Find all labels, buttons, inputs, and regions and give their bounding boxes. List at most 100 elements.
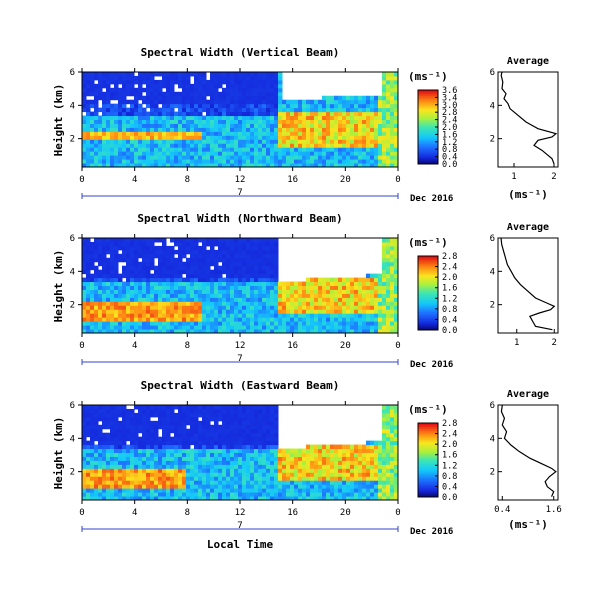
heatmap-cell (354, 313, 359, 318)
heatmap-cell (234, 297, 239, 302)
heatmap-cell (302, 135, 307, 140)
heatmap-cell (146, 99, 151, 105)
heatmap-cell (166, 265, 171, 271)
x-tick-label: 20 (340, 341, 351, 351)
heatmap-cell (178, 289, 183, 294)
heatmap-cell (230, 131, 235, 136)
heatmap-cell (274, 115, 279, 120)
heatmap-cell (198, 281, 203, 286)
heatmap-cell (154, 265, 159, 271)
heatmap-cell (214, 472, 219, 477)
heatmap-cell (142, 285, 147, 290)
heatmap-cell (250, 472, 255, 477)
heatmap-cell (330, 135, 335, 140)
heatmap-cell (218, 155, 223, 160)
heatmap-cell (274, 476, 279, 481)
heatmap-cell (114, 444, 119, 450)
heatmap-cell (294, 313, 299, 318)
heatmap-cell (310, 325, 315, 330)
heatmap-cell (146, 452, 151, 457)
heatmap-cell (166, 79, 171, 85)
heatmap-cell (94, 412, 99, 418)
heatmap-cell (162, 151, 167, 156)
heatmap-cell (130, 452, 135, 457)
heatmap-cell (142, 127, 147, 132)
heatmap-cell (206, 103, 211, 109)
heatmap-cell (238, 115, 243, 120)
heatmap-cell (134, 420, 139, 426)
heatmap-cell (178, 492, 183, 497)
heatmap-cell (94, 155, 99, 160)
heatmap-cell (330, 107, 335, 113)
heatmap-cell (186, 329, 191, 334)
heatmap-cell (198, 79, 203, 85)
heatmap-cell (262, 72, 267, 77)
heatmap-cell (134, 151, 139, 156)
x-tick-label: 8 (185, 341, 190, 351)
heatmap-cell (190, 253, 195, 259)
heatmap-cell (254, 123, 259, 128)
heatmap-cell (186, 492, 191, 497)
heatmap-cell (226, 257, 231, 263)
heatmap-cell (86, 468, 91, 473)
heatmap-cell (246, 127, 251, 132)
heatmap-cell (366, 159, 371, 164)
heatmap-cell (370, 143, 375, 148)
heatmap-cell (106, 99, 111, 105)
heatmap-cell (306, 468, 311, 473)
heatmap-cell (218, 107, 223, 113)
heatmap-cell (282, 107, 287, 113)
heatmap-cell (122, 460, 127, 465)
heatmap-cell (254, 436, 259, 442)
heatmap-cell (258, 103, 263, 109)
heatmap-cell (338, 476, 343, 481)
heatmap-cell (350, 480, 355, 485)
heatmap-cell (246, 95, 251, 101)
heatmap-cell (298, 107, 303, 113)
heatmap-cell (254, 484, 259, 489)
heatmap-cell (210, 245, 215, 251)
heatmap-cell (318, 143, 323, 148)
heatmap-cell (314, 131, 319, 136)
heatmap-cell (274, 301, 279, 306)
heatmap-cell (190, 99, 195, 105)
heatmap-cell (238, 321, 243, 326)
heatmap-cell (146, 269, 151, 275)
heatmap-cell (266, 420, 271, 426)
heatmap-cell (242, 123, 247, 128)
heatmap-cell (254, 75, 259, 81)
heatmap-cell (158, 281, 163, 286)
heatmap-cell (82, 468, 87, 473)
heatmap-cell (190, 293, 195, 298)
heatmap-cell (166, 87, 171, 93)
heatmap-cell (310, 484, 315, 489)
heatmap-cell (330, 151, 335, 156)
heatmap-cell (366, 476, 371, 481)
heatmap-cell (302, 496, 307, 501)
heatmap-cell (106, 313, 111, 318)
heatmap-cell (246, 72, 251, 77)
heatmap-cell (234, 313, 239, 318)
heatmap-cell (354, 159, 359, 164)
heatmap-cell (158, 440, 163, 446)
heatmap-cell (162, 325, 167, 330)
x-tick-label: 8 (185, 175, 190, 185)
heatmap-cell (118, 277, 123, 283)
heatmap-cell (258, 496, 263, 501)
heatmap-cell (358, 313, 363, 318)
heatmap-cell (382, 159, 387, 164)
heatmap-cell (366, 484, 371, 489)
panel-title: Spectral Width (Vertical Beam) (141, 46, 340, 59)
heatmap-cell (382, 91, 387, 97)
heatmap-cell (286, 313, 291, 318)
heatmap-cell (390, 131, 395, 136)
heatmap-cell (330, 277, 335, 283)
heatmap-cell (266, 408, 271, 414)
heatmap-cell (354, 468, 359, 473)
heatmap-cell (106, 468, 111, 473)
heatmap-cell (334, 285, 339, 290)
heatmap-cell (226, 147, 231, 152)
heatmap-cell (262, 472, 267, 477)
heatmap-cell (274, 460, 279, 465)
heatmap-cell (302, 119, 307, 124)
